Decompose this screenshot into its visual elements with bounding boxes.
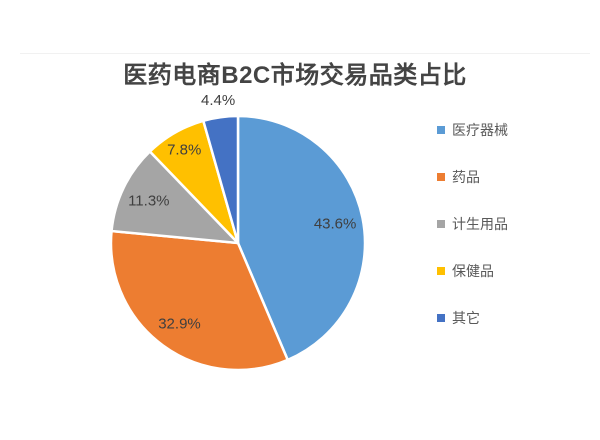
chart-title: 医药电商B2C市场交易品类占比 <box>123 62 467 89</box>
legend-label: 其它 <box>452 310 480 326</box>
legend-item: 计生用品 <box>437 217 508 231</box>
pie-slice-4 <box>202 114 240 245</box>
page-top-divider <box>20 53 590 54</box>
pie-slice-1 <box>109 229 289 372</box>
legend-item: 保健品 <box>437 264 508 278</box>
legend-item: 医疗器械 <box>437 123 508 137</box>
legend-swatch-icon <box>437 126 445 134</box>
legend-swatch-icon <box>437 267 445 275</box>
legend-swatch-icon <box>437 173 445 181</box>
pie-data-label-1: 32.9% <box>158 315 201 332</box>
pie-data-label-0: 43.6% <box>314 215 357 232</box>
legend-label: 医疗器械 <box>452 122 508 138</box>
legend-label: 保健品 <box>452 263 494 279</box>
legend-item: 药品 <box>437 170 508 184</box>
pie-slice-0 <box>236 114 367 362</box>
pie-data-label-2: 11.3% <box>128 192 169 209</box>
pie-slice-2 <box>110 150 240 245</box>
legend-item: 其它 <box>437 311 508 325</box>
legend-swatch-icon <box>437 220 445 228</box>
chart-legend: 医疗器械 药品 计生用品 保健品 其它 <box>437 123 508 358</box>
pie-data-label-4: 4.4% <box>201 92 235 109</box>
legend-label: 药品 <box>452 169 480 185</box>
pie-data-label-3: 7.8% <box>167 142 201 159</box>
legend-swatch-icon <box>437 314 445 322</box>
legend-label: 计生用品 <box>452 216 508 232</box>
